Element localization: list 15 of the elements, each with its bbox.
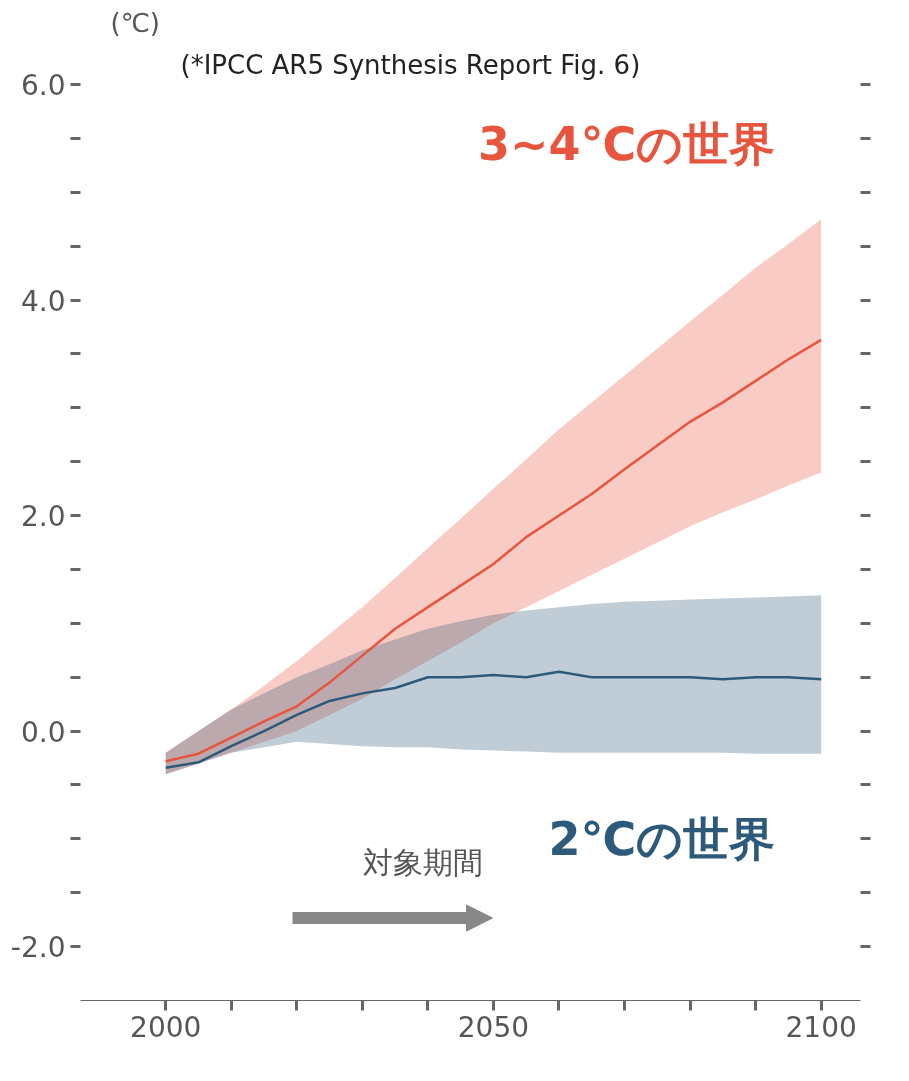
y-tick-label: 2.0 <box>20 500 66 534</box>
x-tick-label: 2000 <box>130 1010 202 1044</box>
y-tick-label: 0.0 <box>20 715 66 749</box>
text: (*IPCC AR5 Synthesis Report Fig. 6) <box>180 49 641 80</box>
y-axis-title: (℃) <box>110 7 160 38</box>
line-series <box>164 338 823 763</box>
y-tick-label: 4.0 <box>20 284 66 318</box>
y-tick-label: 6.0 <box>20 69 66 102</box>
x-tick-label: 2050 <box>457 1010 530 1044</box>
x-tick-label: 2100 <box>785 1010 857 1044</box>
line-series <box>164 670 823 769</box>
annotation: 対象期間 <box>362 845 483 881</box>
y-tick-label: -2.0 <box>10 931 66 965</box>
text: 2℃の世界 <box>548 811 776 866</box>
text: 3~4℃の世界 <box>478 116 776 171</box>
